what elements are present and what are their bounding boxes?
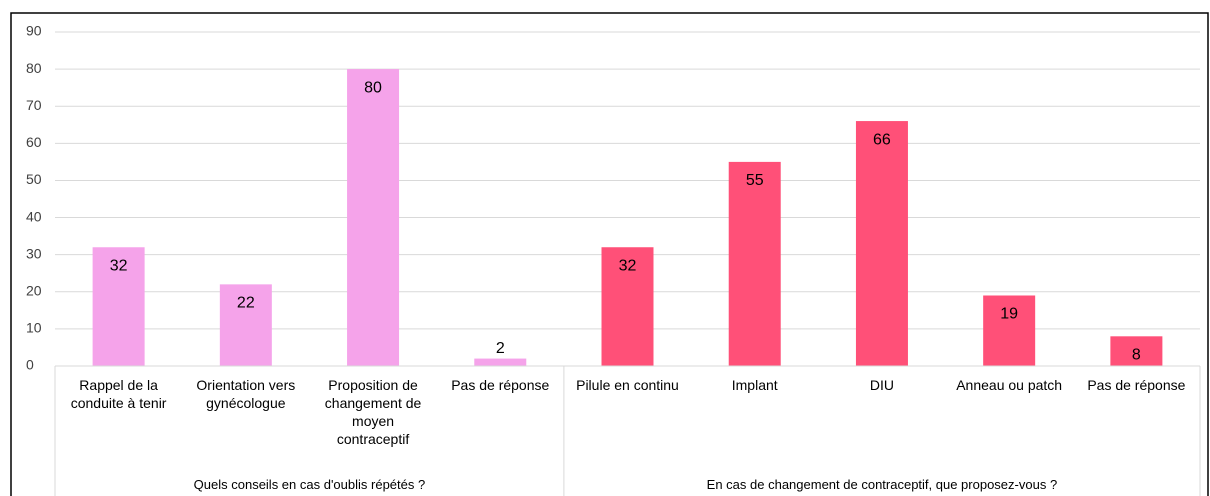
bar	[601, 247, 654, 366]
value-label: 2	[496, 340, 505, 357]
y-tick-label: 90	[26, 23, 42, 39]
x-tick-label: Pas de réponse	[451, 377, 550, 393]
x-tick-label: Rappel de la conduite à tenir	[70, 377, 167, 411]
x-tick-label: Proposition de changement de moyen contr…	[324, 377, 422, 447]
y-tick-label: 80	[26, 60, 42, 76]
y-tick-label: 60	[26, 134, 42, 150]
bar	[728, 161, 781, 366]
bar	[983, 295, 1036, 366]
bar	[92, 247, 145, 366]
y-tick-label: 30	[26, 245, 42, 261]
y-tick-label: 10	[26, 320, 42, 336]
y-tick-label: 70	[26, 97, 42, 113]
x-tick-label: Pilule en continu	[576, 377, 679, 393]
y-tick-label: 40	[26, 208, 42, 224]
value-label: 32	[619, 257, 637, 274]
x-tick-label: DIU	[869, 377, 894, 393]
bar	[347, 69, 400, 366]
value-label: 55	[746, 172, 764, 189]
value-label: 66	[873, 131, 891, 148]
bar	[219, 284, 272, 366]
x-tick-label: Pas de réponse	[1087, 377, 1186, 393]
bar	[1110, 336, 1163, 366]
value-label: 80	[364, 79, 382, 96]
value-label: 32	[110, 257, 128, 274]
value-label: 19	[1000, 306, 1018, 323]
value-label: 8	[1132, 347, 1141, 364]
group-label: Quels conseils en cas d'oublis répétés ?	[193, 477, 426, 492]
x-tick-label: Orientation vers gynécologue	[196, 377, 296, 411]
y-tick-label: 0	[26, 357, 34, 373]
x-tick-label: Anneau ou patch	[956, 377, 1063, 393]
bar	[474, 358, 527, 366]
y-tick-label: 20	[26, 282, 42, 298]
group-label: En cas de changement de contraceptif, qu…	[706, 477, 1058, 492]
value-label: 22	[237, 295, 255, 312]
bar	[855, 121, 908, 366]
x-tick-label: Implant	[731, 377, 778, 393]
frame	[10, 12, 1209, 496]
y-tick-label: 50	[26, 171, 42, 187]
